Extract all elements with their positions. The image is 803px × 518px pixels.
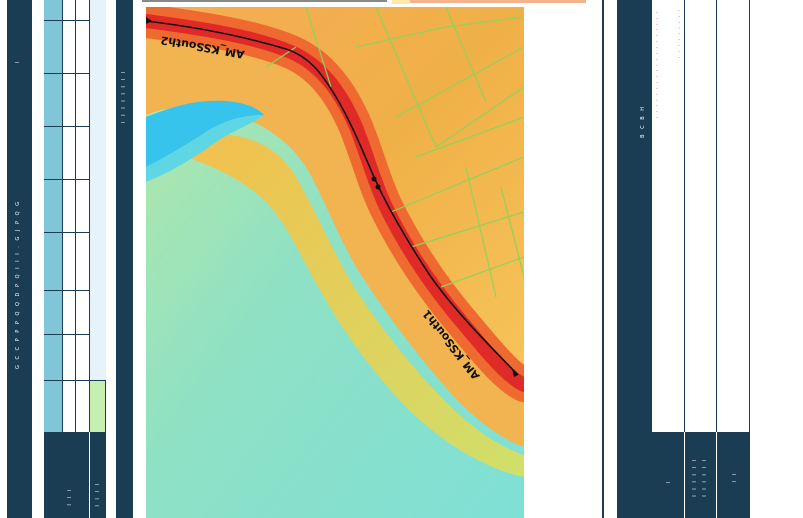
left-table: I I I I I I I	[44, 0, 106, 518]
table-bottom-cell-2: I I I I	[90, 432, 106, 518]
table-bottom-cell-1: I I I	[44, 432, 89, 518]
table-green-cell	[89, 381, 106, 432]
route-node-2[interactable]	[375, 184, 381, 190]
middle-strip-text: I I I I I I I I	[121, 70, 127, 123]
scale-bar	[142, 0, 586, 4]
water-edge	[146, 115, 264, 182]
lower-slope	[186, 133, 524, 477]
map-panel-border-right	[602, 0, 604, 518]
right-bottom-text-3: I I I I I I	[702, 458, 708, 497]
table-bottom-text-1: I I I	[67, 488, 73, 506]
table-bottom-text-2: I I I I	[95, 482, 101, 507]
map-svg: AM_KSSouth2 AM_KSSouth1	[146, 7, 524, 518]
right-column-text-1: I I I I I I I I I I I I I I I I I I I	[655, 10, 659, 118]
right-bottom-text-2: I I I I I I	[692, 458, 698, 497]
right-strip-text: B C B H	[640, 105, 646, 138]
right-bottom-text-4: I I	[732, 472, 738, 483]
right-bottom-cell-3: I I	[717, 432, 750, 518]
route-end-arrow-1	[146, 17, 152, 24]
right-bottom-cell-1: I	[651, 432, 684, 518]
left-strip-text-main: G C C P P P Q Q D P Q I I I . G J P Q G	[15, 200, 21, 369]
table-col-c	[89, 0, 106, 380]
right-bottom-cell-2: I I I I I I I I I I I I	[685, 432, 716, 518]
right-title-strip: B C B H	[617, 0, 651, 518]
elevation-map[interactable]: AM_KSSouth2 AM_KSSouth1	[146, 7, 524, 518]
middle-strip: I I I I I I I I	[116, 0, 133, 518]
field-boundaries	[265, 7, 524, 298]
slope-band	[146, 37, 524, 447]
route-end-arrow-2	[512, 369, 518, 377]
left-strip-text-top: I	[15, 60, 21, 64]
right-column-text-2: I I I I I I I I I	[677, 8, 681, 58]
water-channel	[146, 100, 264, 167]
right-columns: I I I I I I I I I I I I I I I I I I I I …	[651, 0, 750, 518]
right-bottom-text-1: I	[666, 480, 672, 484]
upland-fields	[146, 7, 524, 387]
left-title-strip: I G C C P P P Q Q D P Q I I I . G J P Q …	[7, 0, 32, 518]
route-line	[146, 20, 519, 376]
route-node-1[interactable]	[371, 176, 377, 182]
table-col-a	[44, 0, 62, 432]
